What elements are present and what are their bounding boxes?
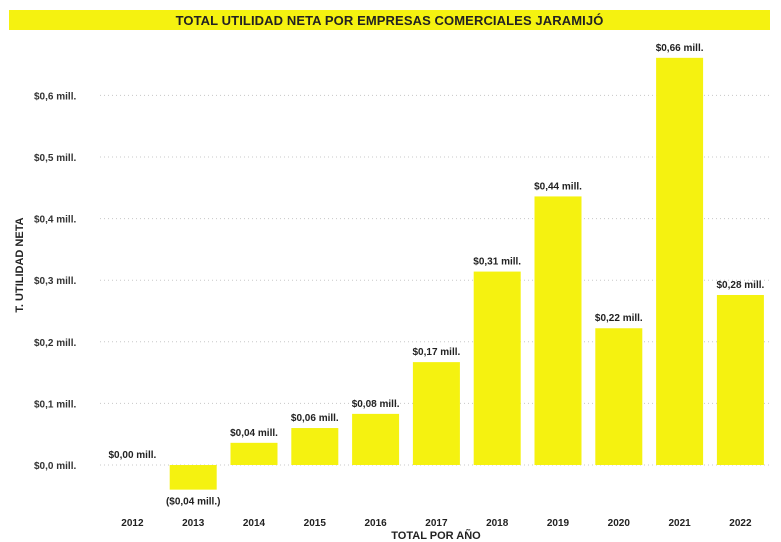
x-axis-title: TOTAL POR AÑO [391,529,481,542]
x-axis-ticks: 2012 2013 2014 2015 2016 2017 2018 2019 2020 2021… [121,518,752,529]
bar-2013[interactable] [169,465,217,490]
chart-title: TOTAL UTILIDAD NETA POR EMPRESAS COMERCI… [175,12,604,28]
x-tick-label-2018: 2018 [486,518,509,529]
x-tick-label-2015: 2015 [304,518,327,529]
x-tick-label-2016: 2016 [364,518,387,529]
data-label-2013: ($0,04 mill.) [166,497,220,508]
y-tick-label: $0,2 mill. [34,338,76,349]
y-tick-label: $0,1 mill. [34,399,76,410]
data-label-2012: $0,00 mill. [108,450,156,461]
bar-2022[interactable] [716,294,764,465]
x-tick-label-2013: 2013 [182,518,205,529]
data-label-2019: $0,44 mill. [534,181,582,192]
x-tick-label-2019: 2019 [547,518,570,529]
bar-2021[interactable] [656,57,704,465]
data-label-2014: $0,04 mill. [230,428,278,439]
x-tick-label-2022: 2022 [729,518,752,529]
data-label-2020: $0,22 mill. [595,313,643,324]
data-label-2021: $0,66 mill. [656,43,704,54]
bar-2018[interactable] [473,271,521,465]
bar-2017[interactable] [412,362,460,465]
y-tick-label: $0,3 mill. [34,276,76,287]
y-tick-label: $0,4 mill. [34,215,76,226]
data-label-2018: $0,31 mill. [473,257,521,268]
x-tick-label-2020: 2020 [608,518,631,529]
x-tick-label-2017: 2017 [425,518,448,529]
x-tick-label-2012: 2012 [121,518,144,529]
bar-2020[interactable] [595,328,643,465]
data-labels: $0,00 mill. ($0,04 mill.) $0,04 mill. $0,06… [108,43,764,508]
data-label-2017: $0,17 mill. [412,347,460,358]
bar-2016[interactable] [352,413,400,465]
bar-2019[interactable] [534,196,582,465]
y-tick-label: $0,5 mill. [34,153,76,164]
bar-2015[interactable] [291,428,339,465]
y-tick-label: $0,0 mill. [34,461,76,472]
bar-2014[interactable] [230,442,278,465]
data-label-2022: $0,28 mill. [716,280,764,291]
data-label-2015: $0,06 mill. [291,413,339,424]
y-tick-label: $0,6 mill. [34,91,76,102]
x-tick-label-2014: 2014 [243,518,266,529]
data-label-2016: $0,08 mill. [352,399,400,410]
y-axis-ticks: $0,0 mill. $0,1 mill. $0,2 mill. $0,3 mill.… [34,91,76,472]
chart-title-bar: TOTAL UTILIDAD NETA POR EMPRESAS COMERCI… [9,10,770,30]
bars [169,57,764,490]
y-axis-title: T. UTILIDAD NETA [14,217,26,312]
x-tick-label-2021: 2021 [668,518,691,529]
